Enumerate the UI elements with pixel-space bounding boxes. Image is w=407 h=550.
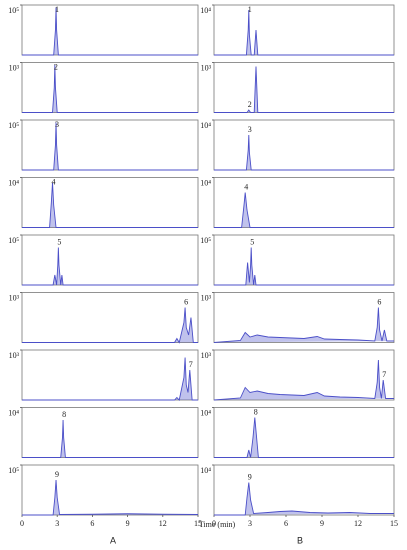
peak-label: 9 [55,470,59,479]
y-tick-label: 10⁵ [8,121,19,130]
chromatogram-trace [22,182,198,228]
chromatogram-trace [22,247,198,286]
peak-label: 5 [250,237,254,246]
panel-frame [21,177,199,228]
y-tick-label: 10³ [9,63,20,72]
x-tick-label: 6 [90,519,94,528]
y-tick-label: 10⁴ [200,121,211,130]
panel-frame [213,407,395,458]
panel-frame [213,349,395,401]
y-tick-label: 10⁴ [200,408,211,417]
peak-label: 5 [57,237,61,246]
chromatogram-trace [214,417,394,458]
chromatogram-trace [22,64,198,113]
x-tick-label: 0 [212,519,216,528]
chromatogram-trace [22,122,198,171]
column-label: A [110,535,116,545]
chromatogram-trace [22,7,198,56]
y-tick-label: 10³ [201,351,212,360]
peak-label: 4 [52,177,56,186]
panel-frame [21,234,199,286]
x-tick-label: 3 [55,519,59,528]
chromatogram-trace [214,134,394,171]
y-tick-label: 10³ [201,63,212,72]
x-tick-label: 0 [20,519,24,528]
peak-label: 3 [248,125,252,134]
x-tick-label: 12 [159,519,167,528]
panel-frame [213,464,395,516]
y-tick-label: 10⁴ [8,178,19,187]
x-tick-label: 6 [284,519,288,528]
chromatogram-trace [22,419,198,458]
x-tick-label: 15 [390,519,398,528]
peak-label: 8 [254,407,258,416]
panel-frame [21,62,199,113]
peak-label: 4 [244,182,248,191]
y-tick-label: 10⁵ [8,466,19,475]
y-tick-label: 10⁵ [8,236,19,245]
chromatogram-trace [213,307,394,343]
panel-frame [213,177,395,228]
chromatogram-trace [22,307,198,344]
y-tick-label: 10⁵ [8,6,19,15]
panel-frame [21,349,199,401]
panel-frame [21,4,199,56]
peak-label: 6 [377,297,381,306]
peak-label: 9 [248,472,252,481]
peak-label: 2 [248,100,252,109]
panel-frame [213,62,395,113]
peak-label: 2 [54,62,58,71]
chromatogram-trace [22,479,199,516]
y-tick-label: 10⁴ [8,408,19,417]
panel-frame [21,119,199,171]
y-tick-label: 10³ [9,351,20,360]
x-tick-label: 9 [320,519,324,528]
y-tick-label: 10⁵ [200,236,211,245]
chromatogram-trace [214,192,394,228]
x-axis-label: Time (min) [199,520,236,529]
peak-label: 6 [184,297,188,306]
chromatogram-trace [213,359,394,401]
y-tick-label: 10⁴ [200,178,211,187]
x-tick-label: 12 [354,519,362,528]
y-tick-label: 10⁴ [200,6,211,15]
chromatogram-trace [214,9,394,56]
panel-frame [213,234,395,286]
y-tick-label: 10³ [9,293,20,302]
y-tick-label: 10⁴ [200,466,211,475]
panel-frame [213,292,395,343]
peak-label: 3 [55,120,59,129]
x-tick-label: 3 [248,519,252,528]
peak-label: 8 [62,410,66,419]
chromatogram-trace [214,482,394,516]
x-tick-label: 9 [126,519,130,528]
chromatogram-trace [214,247,394,286]
column-label: B [297,535,303,545]
x-tick-label: 15 [194,519,202,528]
peak-label: 1 [248,5,252,14]
peak-label: 7 [382,370,386,379]
peak-label: 1 [55,5,59,14]
panel-frame [213,4,395,56]
panel-frame [21,292,199,343]
panel-frame [213,119,395,171]
peak-label: 7 [189,360,193,369]
y-tick-label: 10³ [201,293,212,302]
chromatogram-trace [214,66,394,113]
chromatogram-trace [22,357,198,401]
panel-frame [21,464,199,516]
panel-frame [21,407,199,458]
